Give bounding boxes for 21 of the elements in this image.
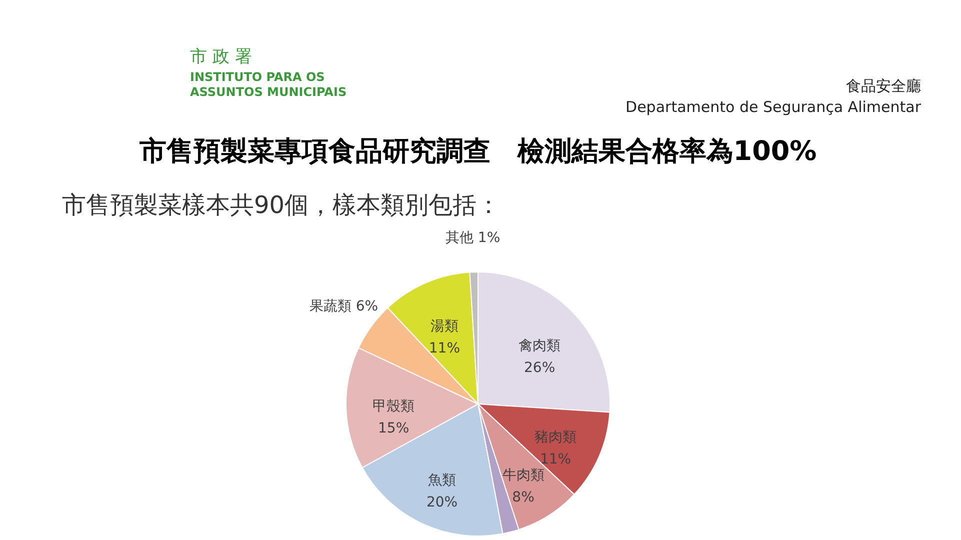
data-label: 8% bbox=[512, 489, 534, 506]
slice-label: 豬肉類 bbox=[534, 430, 577, 446]
slice-label: 果蔬類 6% bbox=[309, 298, 378, 314]
data-label: 11% bbox=[540, 452, 572, 468]
slice-label: 其他 1% bbox=[445, 230, 500, 246]
data-label: 15% bbox=[378, 420, 410, 437]
data-label: 20% bbox=[426, 494, 458, 510]
slice-label: 禽肉類 bbox=[518, 338, 561, 354]
chart-subtitle: 市售預製菜樣本共90個，樣本類別包括： bbox=[62, 191, 501, 219]
slice-label: 牛肉類 bbox=[502, 467, 544, 484]
data-label: 11% bbox=[428, 340, 460, 356]
data-label: 26% bbox=[524, 360, 556, 376]
text: ASSUNTOS MUNICIPAIS bbox=[190, 85, 347, 99]
text: INSTITUTO PARA OS bbox=[190, 70, 325, 84]
slice-label: 甲殼類 bbox=[372, 398, 415, 415]
chart-title: 市售預製菜專項食品研究調查 檢測結果合格率為100% bbox=[138, 136, 817, 167]
slice-label: 湯類 bbox=[430, 318, 458, 334]
text: Departamento de Segurança Alimentar bbox=[626, 98, 922, 116]
text: 市 政 署 bbox=[190, 47, 252, 67]
text: 食品安全廳 bbox=[846, 77, 921, 95]
slice-label: 魚類 bbox=[428, 472, 456, 488]
